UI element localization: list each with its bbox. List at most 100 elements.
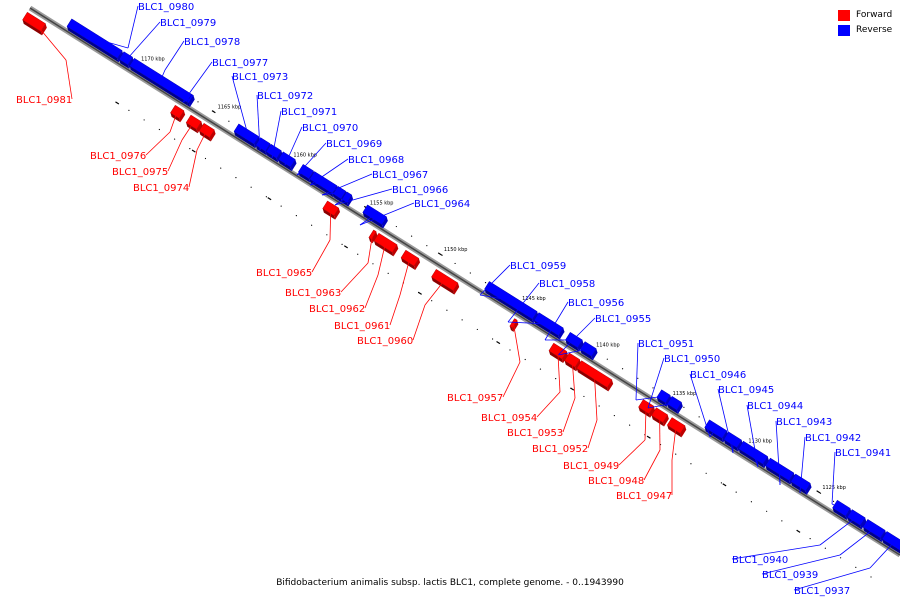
gene-label[interactable]: BLC1_0974: [133, 183, 189, 194]
gene-BLC1_0937[interactable]: [881, 531, 900, 555]
gene-label[interactable]: BLC1_0977: [212, 58, 268, 69]
gene-label[interactable]: BLC1_0937: [794, 586, 850, 597]
gene-label[interactable]: BLC1_0940: [732, 555, 788, 566]
gene-label[interactable]: BLC1_0960: [357, 336, 413, 347]
gene-label[interactable]: BLC1_0952: [532, 444, 588, 455]
gene-BLC1_0979[interactable]: [118, 51, 134, 69]
gene-label[interactable]: BLC1_0973: [232, 72, 288, 83]
minor-tick: [446, 309, 448, 311]
minor-tick: [698, 416, 700, 418]
minor-tick: [128, 109, 130, 111]
gene-label[interactable]: BLC1_0961: [334, 321, 390, 332]
gene-leader: [557, 348, 589, 356]
gene-BLC1_0958[interactable]: [533, 312, 565, 340]
gene-end: [680, 425, 687, 438]
gene-label[interactable]: BLC1_0975: [112, 167, 168, 178]
gene-label[interactable]: BLC1_0963: [285, 288, 341, 299]
gene-side: [66, 26, 119, 63]
gene-label[interactable]: BLC1_0951: [638, 339, 694, 350]
gene-side: [565, 339, 579, 352]
gene-label[interactable]: BLC1_0959: [510, 261, 566, 272]
gene-label[interactable]: BLC1_0976: [90, 151, 146, 162]
gene-leader: [321, 173, 373, 196]
gene-label[interactable]: BLC1_0949: [563, 461, 619, 472]
gene-BLC1_0978[interactable]: [129, 57, 193, 106]
gene-label[interactable]: BLC1_0941: [835, 448, 891, 459]
gene-label[interactable]: BLC1_0953: [507, 428, 563, 439]
gene-label[interactable]: BLC1_0970: [302, 123, 358, 134]
gene-end: [561, 351, 568, 363]
major-tick: [722, 483, 727, 487]
gene-label[interactable]: BLC1_0944: [747, 401, 803, 412]
gene-BLC1_0975[interactable]: [185, 114, 203, 134]
gene-leader: [182, 98, 191, 103]
gene-label[interactable]: BLC1_0943: [776, 417, 832, 428]
gene-label[interactable]: BLC1_0968: [348, 155, 404, 166]
gene-label[interactable]: BLC1_0957: [447, 393, 503, 404]
gene-label[interactable]: BLC1_0942: [805, 433, 861, 444]
gene-label[interactable]: BLC1_0947: [616, 491, 672, 502]
gene-label[interactable]: BLC1_0971: [281, 107, 337, 118]
minor-tick: [461, 319, 463, 321]
tick-label: 1165 kbp: [218, 105, 242, 111]
gene-BLC1_0976[interactable]: [170, 104, 186, 123]
legend-forward: Forward: [838, 8, 892, 23]
gene-label[interactable]: BLC1_0955: [595, 314, 651, 325]
gene-label[interactable]: BLC1_0950: [664, 354, 720, 365]
major-tick: [211, 110, 216, 114]
gene-label[interactable]: BLC1_0965: [256, 268, 312, 279]
minor-tick: [476, 328, 478, 331]
gene-label[interactable]: BLC1_0981: [16, 95, 72, 106]
gene-label[interactable]: BLC1_0979: [160, 18, 216, 29]
gene-leader: [593, 374, 598, 421]
gene-label[interactable]: BLC1_0972: [257, 91, 313, 102]
gene-BLC1_0959[interactable]: [484, 281, 539, 324]
tick-label: 1130 kbp: [748, 438, 772, 444]
gene-label[interactable]: BLC1_0939: [762, 570, 818, 581]
gene-leader: [196, 130, 208, 151]
gene-leader: [502, 361, 521, 398]
gene-leader: [145, 131, 171, 156]
gene-leader: [731, 544, 821, 560]
gene-leader: [359, 214, 375, 226]
gene-leader: [799, 436, 806, 494]
gene-label[interactable]: BLC1_0956: [568, 298, 624, 309]
gene-end: [209, 129, 216, 142]
gene-label[interactable]: BLC1_0954: [481, 413, 537, 424]
gene-end: [591, 348, 598, 361]
gene-label[interactable]: BLC1_0978: [184, 37, 240, 48]
gene-label[interactable]: BLC1_0966: [392, 185, 448, 196]
gene-label[interactable]: BLC1_0967: [372, 170, 428, 181]
minor-tick: [598, 405, 600, 407]
gene-leader: [671, 425, 677, 461]
gene-BLC1_0970[interactable]: [277, 151, 297, 172]
gene-leader: [635, 395, 664, 401]
tick-label: 1125 kbp: [822, 485, 846, 491]
gene-BLC1_0939[interactable]: [862, 519, 887, 542]
gene-label[interactable]: BLC1_0969: [326, 139, 382, 150]
gene-label[interactable]: BLC1_0945: [718, 385, 774, 396]
gene-leader: [169, 111, 178, 133]
gene-leader: [359, 202, 415, 226]
gene-leader: [231, 75, 249, 136]
gene-side: [534, 320, 560, 340]
gene-leader: [869, 541, 895, 569]
gene-label[interactable]: BLC1_0958: [539, 279, 595, 290]
tick-label: 1140 kbp: [596, 343, 620, 349]
gene-leader: [831, 503, 842, 509]
gene-leader: [562, 397, 576, 433]
gene-label[interactable]: BLC1_0946: [690, 370, 746, 381]
gene-label[interactable]: BLC1_0962: [309, 304, 365, 315]
gene-side: [548, 350, 564, 363]
gene-leader: [271, 110, 282, 159]
gene-end: [179, 110, 186, 123]
major-tick: [191, 149, 196, 153]
gene-end: [512, 320, 519, 332]
gene-label[interactable]: BLC1_0980: [138, 2, 194, 13]
gene-label[interactable]: BLC1_0964: [414, 199, 470, 210]
gene-side: [341, 199, 349, 207]
gene-label[interactable]: BLC1_0948: [588, 476, 644, 487]
gene-BLC1_0980[interactable]: [66, 18, 124, 63]
gene-leader: [412, 304, 426, 341]
